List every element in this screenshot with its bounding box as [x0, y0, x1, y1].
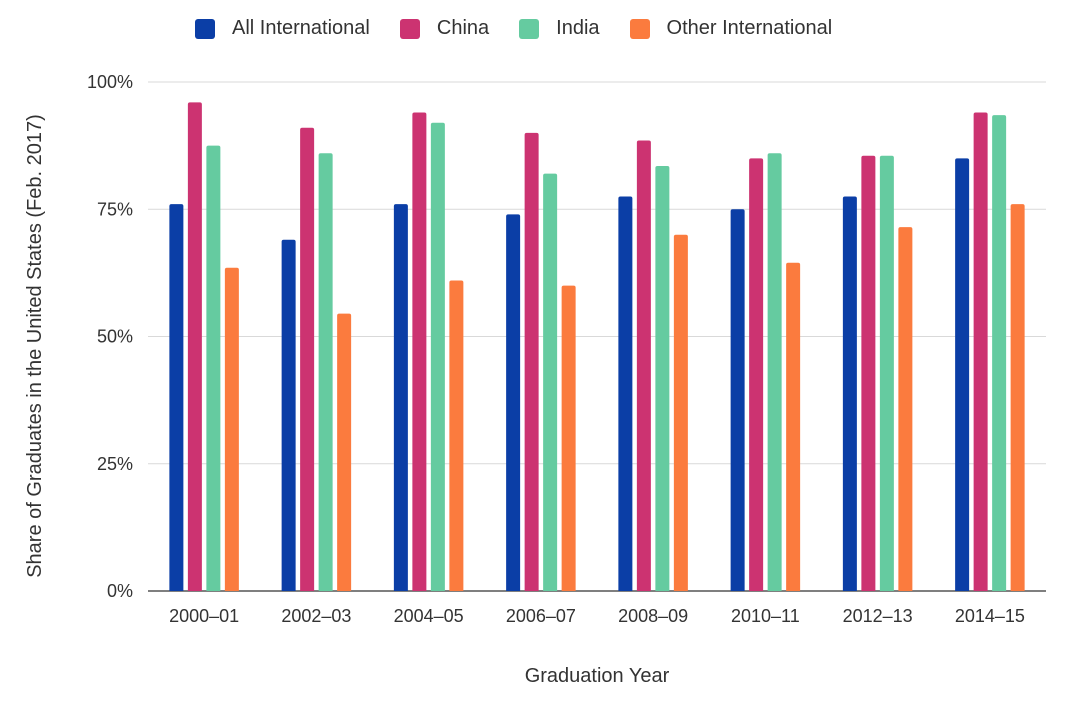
- legend-label: China: [436, 17, 490, 39]
- bar-china-4[interactable]: [636, 140, 651, 591]
- bar-india-2[interactable]: [430, 122, 445, 591]
- x-tick-label: 2014–15: [955, 606, 1025, 626]
- x-tick-label: 2008–09: [618, 606, 688, 626]
- legend: All International China India Other Inte…: [195, 17, 862, 40]
- bar-all-international-4[interactable]: [618, 196, 633, 591]
- x-tick-labels: 2000–01 2002–03 2004–05 2006–07 2008–09 2010–…: [169, 606, 1025, 626]
- x-tick-label: 2010–11: [731, 606, 800, 626]
- bar-china-7[interactable]: [973, 112, 988, 591]
- legend-swatch: [519, 18, 540, 39]
- bar-other-international-3[interactable]: [561, 285, 576, 591]
- x-tick-label: 2004–05: [394, 606, 464, 626]
- bar-all-international-0[interactable]: [169, 204, 184, 591]
- bar-india-5[interactable]: [767, 153, 782, 591]
- bar-china-3[interactable]: [524, 132, 539, 591]
- bar-india-7[interactable]: [992, 115, 1007, 592]
- legend-item-all-international[interactable]: All International: [195, 17, 370, 40]
- y-tick-labels: 0% 25% 50% 75% 100%: [87, 72, 133, 601]
- legend-swatch: [195, 18, 215, 39]
- legend-item-india[interactable]: India: [519, 17, 600, 40]
- bar-other-international-2[interactable]: [449, 280, 464, 591]
- bar-all-international-5[interactable]: [730, 209, 745, 591]
- legend-item-china[interactable]: China: [399, 17, 490, 40]
- legend-swatch: [629, 18, 650, 39]
- bar-all-international-6[interactable]: [842, 196, 857, 591]
- bar-other-international-7[interactable]: [1010, 204, 1025, 591]
- bar-india-1[interactable]: [318, 153, 333, 591]
- bar-india-0[interactable]: [206, 145, 221, 591]
- bar-other-international-4[interactable]: [673, 234, 688, 591]
- gridlines: [148, 81, 1046, 592]
- y-tick-label: 50%: [97, 327, 133, 347]
- x-axis-title: Graduation Year: [525, 665, 670, 687]
- bar-other-international-6[interactable]: [898, 227, 913, 591]
- bar-china-1[interactable]: [300, 127, 315, 591]
- legend-label: All International: [232, 17, 370, 39]
- bar-all-international-3[interactable]: [506, 214, 521, 591]
- x-tick-label: 2000–01: [169, 606, 239, 626]
- bar-china-0[interactable]: [187, 102, 202, 592]
- bar-china-6[interactable]: [861, 155, 876, 591]
- bar-all-international-2[interactable]: [393, 204, 408, 591]
- bars: [169, 102, 1025, 592]
- bar-china-2[interactable]: [412, 112, 427, 591]
- bar-other-international-5[interactable]: [786, 262, 801, 591]
- bar-other-international-0[interactable]: [224, 267, 239, 591]
- y-tick-label: 100%: [87, 72, 133, 92]
- bar-other-international-1[interactable]: [337, 313, 352, 591]
- bar-all-international-7[interactable]: [955, 158, 970, 591]
- legend-label: Other International: [666, 17, 833, 39]
- x-tick-label: 2002–03: [281, 606, 351, 626]
- bar-china-5[interactable]: [749, 158, 764, 591]
- legend-label: India: [556, 17, 600, 39]
- bar-india-3[interactable]: [543, 173, 558, 591]
- y-tick-label: 75%: [97, 199, 133, 219]
- bar-all-international-1[interactable]: [281, 239, 296, 592]
- legend-swatch: [399, 18, 420, 39]
- legend-item-other-international[interactable]: Other International: [629, 17, 833, 40]
- bar-india-4[interactable]: [655, 165, 670, 592]
- bar-india-6[interactable]: [879, 155, 894, 591]
- y-tick-label: 0%: [107, 581, 133, 601]
- x-tick-label: 2012–13: [843, 606, 913, 626]
- y-axis-title: Share of Graduates in the United States …: [24, 114, 46, 578]
- y-tick-label: 25%: [97, 454, 133, 474]
- x-tick-label: 2006–07: [506, 606, 576, 626]
